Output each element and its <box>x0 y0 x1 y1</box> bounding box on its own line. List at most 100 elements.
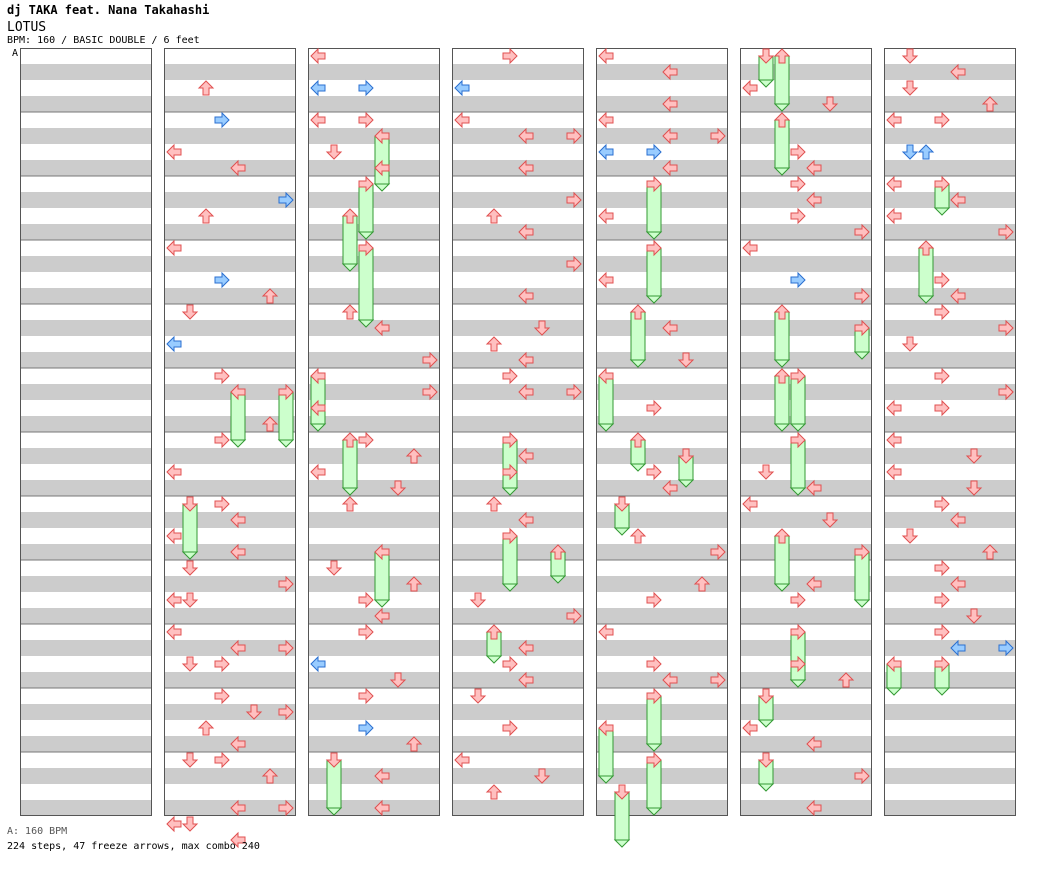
freeze-arrow-tail <box>789 423 807 432</box>
beat-stripe <box>164 64 296 80</box>
freeze-arrow-down <box>325 752 343 768</box>
step-arrow-left <box>518 383 534 401</box>
step-arrow-right <box>358 687 374 705</box>
freeze-arrow-tail <box>917 295 935 304</box>
step-arrow-left <box>806 799 822 817</box>
step-arrow-right <box>278 703 294 721</box>
beat-stripe <box>740 320 872 336</box>
step-arrow-down <box>901 528 919 544</box>
beat-stripe <box>740 608 872 624</box>
beat-stripe <box>164 416 296 432</box>
beat-stripe <box>164 96 296 112</box>
step-arrow-down <box>181 752 199 768</box>
freeze-arrow-up <box>773 528 791 544</box>
step-arrow-right <box>358 623 374 641</box>
step-arrow-left <box>166 591 182 609</box>
step-arrow-up <box>261 768 279 784</box>
beat-stripe <box>884 384 1016 400</box>
step-arrow-right <box>422 383 438 401</box>
beat-stripe <box>884 320 1016 336</box>
freeze-arrow-up <box>341 432 359 448</box>
freeze-arrow-tail <box>757 719 775 728</box>
step-arrow-up <box>405 736 423 752</box>
beat-stripe <box>20 416 152 432</box>
step-arrow-left <box>598 143 614 161</box>
freeze-arrow-up <box>341 208 359 224</box>
freeze-arrow-tail <box>373 183 391 192</box>
freeze-arrow-tail <box>885 687 903 696</box>
step-arrow-right <box>998 223 1014 241</box>
step-arrow-left <box>374 799 390 817</box>
beat-stripe <box>740 384 872 400</box>
beat-stripe <box>884 160 1016 176</box>
step-arrow-left <box>806 735 822 753</box>
freeze-arrow-right <box>646 175 662 193</box>
freeze-arrow-down <box>757 48 775 64</box>
beat-stripe <box>164 800 296 816</box>
beat-stripe <box>308 608 440 624</box>
step-arrow-right <box>710 127 726 145</box>
step-arrow-right <box>358 591 374 609</box>
beat-stripe <box>20 320 152 336</box>
step-arrow-down <box>389 672 407 688</box>
step-arrow-right <box>934 271 950 289</box>
beat-stripe <box>884 416 1016 432</box>
step-arrow-left <box>518 159 534 177</box>
beat-stripe <box>308 320 440 336</box>
beat-stripe <box>596 256 728 272</box>
step-arrow-left <box>518 511 534 529</box>
beat-stripe <box>740 512 872 528</box>
step-arrow-left <box>310 111 326 129</box>
beat-stripe <box>20 192 152 208</box>
step-arrow-left <box>230 799 246 817</box>
beat-stripe <box>740 672 872 688</box>
beat-stripe <box>884 128 1016 144</box>
beat-stripe <box>884 96 1016 112</box>
step-arrow-left <box>310 655 326 673</box>
step-arrow-right <box>934 559 950 577</box>
step-arrow-right <box>502 367 518 385</box>
beat-stripe <box>308 576 440 592</box>
freeze-arrow-right <box>278 383 294 401</box>
step-arrow-up <box>341 304 359 320</box>
step-arrow-left <box>742 79 758 97</box>
freeze-arrow-tail <box>933 207 951 216</box>
step-arrow-left <box>950 639 966 657</box>
step-arrow-down <box>757 464 775 480</box>
step-arrow-right <box>934 111 950 129</box>
beat-stripe <box>164 288 296 304</box>
beat-stripe <box>452 480 584 496</box>
freeze-arrow-right <box>934 175 950 193</box>
freeze-arrow-tail <box>325 807 343 816</box>
freeze-arrow-tail <box>853 351 871 360</box>
freeze-arrow-tail <box>629 359 647 368</box>
step-arrow-right <box>214 751 230 769</box>
step-arrow-left <box>374 767 390 785</box>
freeze-arrow-tail <box>773 583 791 592</box>
freeze-arrow-tail <box>613 527 631 536</box>
beat-stripe <box>740 416 872 432</box>
step-arrow-up <box>837 672 855 688</box>
step-arrow-left <box>662 63 678 81</box>
beat-stripe <box>740 736 872 752</box>
step-arrow-right <box>998 639 1014 657</box>
step-arrow-right <box>214 367 230 385</box>
step-arrow-up <box>981 544 999 560</box>
column-border <box>596 48 728 816</box>
freeze-arrow-right <box>854 543 870 561</box>
beat-stripe <box>20 768 152 784</box>
freeze-arrow-up <box>773 112 791 128</box>
step-arrow-down <box>181 816 199 832</box>
step-arrow-right <box>358 79 374 97</box>
step-arrow-left <box>806 479 822 497</box>
step-arrow-left <box>518 351 534 369</box>
step-arrow-left <box>518 127 534 145</box>
freeze-arrow-right <box>502 527 518 545</box>
beat-stripe <box>20 640 152 656</box>
step-arrow-left <box>598 271 614 289</box>
step-arrow-right <box>646 655 662 673</box>
bpm-marker-label: A <box>12 48 19 59</box>
freeze-arrow-down <box>181 496 199 512</box>
step-arrow-up <box>197 80 215 96</box>
beat-stripe <box>452 608 584 624</box>
